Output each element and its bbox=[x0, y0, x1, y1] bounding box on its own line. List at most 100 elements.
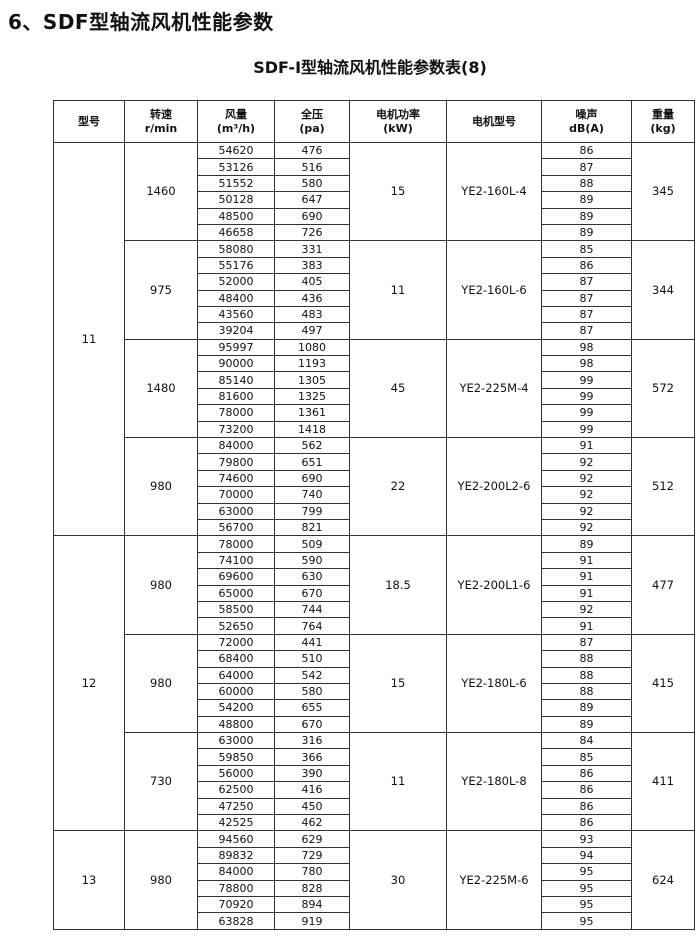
speed-cell: 1480 bbox=[124, 338, 198, 439]
table-body: 11 1460 54620 476 15 YE2-160L-4 86 345 53126 516 8… bbox=[53, 141, 695, 930]
pressure-cell: 580 bbox=[274, 682, 350, 701]
airflow-cell: 78000 bbox=[197, 404, 275, 422]
pressure-cell: 1305 bbox=[274, 371, 350, 389]
noise-cell: 91 bbox=[541, 568, 632, 586]
pressure-cell: 828 bbox=[274, 879, 350, 897]
table-row: 46658 726 89 bbox=[54, 223, 695, 242]
pressure-cell: 744 bbox=[274, 600, 350, 619]
pressure-cell: 590 bbox=[274, 551, 350, 570]
noise-cell: 95 bbox=[541, 895, 632, 914]
noise-cell: 98 bbox=[541, 355, 632, 373]
pressure-cell: 580 bbox=[274, 174, 350, 193]
noise-cell: 88 bbox=[541, 650, 632, 668]
header-unit: (kW) bbox=[383, 121, 413, 135]
airflow-cell: 81600 bbox=[197, 387, 275, 406]
header-weight: 重量 (kg) bbox=[631, 100, 695, 143]
table-row: 980 72000 441 15 YE2-180L-6 87 415 bbox=[54, 633, 695, 734]
speed-cell: 1460 bbox=[124, 141, 198, 242]
pressure-cell: 1418 bbox=[274, 420, 350, 439]
pressure-cell: 647 bbox=[274, 191, 350, 209]
section-heading: 6、SDF型轴流风机性能参数 bbox=[8, 10, 274, 34]
airflow-cell: 48400 bbox=[197, 289, 275, 307]
airflow-cell: 65000 bbox=[197, 584, 275, 602]
motor-power-cell: 11 bbox=[349, 240, 447, 340]
speed-cell: 980 bbox=[124, 633, 198, 734]
airflow-cell: 68400 bbox=[197, 650, 275, 668]
noise-cell: 85 bbox=[541, 748, 632, 766]
airflow-cell: 84000 bbox=[197, 437, 275, 455]
airflow-cell: 70920 bbox=[197, 895, 275, 914]
noise-cell: 99 bbox=[541, 420, 632, 439]
airflow-cell: 73200 bbox=[197, 420, 275, 439]
table-row: 975 58080 331 11 YE2-160L-6 85 344 bbox=[54, 240, 695, 340]
pressure-cell: 629 bbox=[274, 830, 350, 848]
weight-cell: 415 bbox=[631, 633, 695, 734]
motor-power-cell: 22 bbox=[349, 437, 447, 537]
airflow-cell: 72000 bbox=[197, 633, 275, 652]
pressure-cell: 651 bbox=[274, 453, 350, 471]
pressure-cell: 764 bbox=[274, 617, 350, 635]
table-row: 48400 436 87 bbox=[54, 289, 695, 307]
table-title: SDF-I型轴流风机性能参数表(8) bbox=[253, 58, 487, 77]
noise-cell: 94 bbox=[541, 846, 632, 865]
airflow-cell: 54200 bbox=[197, 699, 275, 717]
table-row: 730 63000 316 11 YE2-180L-8 84 411 bbox=[54, 732, 695, 832]
header-noise: 噪声 dB(A) bbox=[541, 100, 632, 143]
noise-cell: 99 bbox=[541, 371, 632, 389]
noise-cell: 98 bbox=[541, 338, 632, 357]
pressure-cell: 383 bbox=[274, 256, 350, 275]
model-cell: 11 bbox=[53, 141, 125, 537]
airflow-cell: 79800 bbox=[197, 453, 275, 471]
header-label: 噪声 bbox=[575, 107, 598, 121]
pressure-cell: 416 bbox=[274, 781, 350, 799]
airflow-cell: 85140 bbox=[197, 371, 275, 389]
pressure-cell: 726 bbox=[274, 223, 350, 242]
pressure-cell: 740 bbox=[274, 486, 350, 504]
noise-cell: 91 bbox=[541, 584, 632, 602]
motor-power-cell: 18.5 bbox=[349, 535, 447, 635]
table-row: 48800 670 89 bbox=[54, 715, 695, 734]
airflow-cell: 94560 bbox=[197, 830, 275, 848]
weight-cell: 477 bbox=[631, 535, 695, 635]
noise-cell: 87 bbox=[541, 633, 632, 652]
table-row: 11 1460 54620 476 15 YE2-160L-4 86 345 bbox=[53, 141, 695, 537]
airflow-cell: 70000 bbox=[197, 486, 275, 504]
motor-power-cell: 15 bbox=[349, 633, 447, 734]
pressure-cell: 1325 bbox=[274, 387, 350, 406]
airflow-cell: 63000 bbox=[197, 502, 275, 520]
header-unit: (m³/h) bbox=[216, 121, 256, 135]
motor-model-cell: YE2-225M-6 bbox=[446, 830, 542, 930]
table-row: 78800 828 95 bbox=[54, 879, 695, 897]
header-label: 全压 bbox=[301, 107, 323, 121]
noise-cell: 92 bbox=[541, 502, 632, 520]
pressure-cell: 562 bbox=[274, 437, 350, 455]
airflow-cell: 52650 bbox=[197, 617, 275, 635]
header-label: 电机型号 bbox=[472, 114, 516, 128]
weight-cell: 344 bbox=[631, 240, 695, 340]
pressure-cell: 894 bbox=[274, 895, 350, 914]
airflow-cell: 50128 bbox=[197, 191, 275, 209]
table-row: 54200 655 89 bbox=[54, 699, 695, 717]
noise-cell: 87 bbox=[541, 273, 632, 291]
noise-cell: 99 bbox=[541, 404, 632, 422]
motor-model-cell: YE2-200L2-6 bbox=[446, 437, 542, 537]
airflow-cell: 95997 bbox=[197, 338, 275, 357]
weight-cell: 572 bbox=[631, 338, 695, 439]
airflow-cell: 84000 bbox=[197, 863, 275, 881]
airflow-cell: 63828 bbox=[197, 912, 275, 930]
noise-cell: 88 bbox=[541, 682, 632, 701]
pressure-cell: 799 bbox=[274, 502, 350, 520]
noise-cell: 85 bbox=[541, 240, 632, 258]
header-row: 型号 转速 r/min 风量 (m³/h) 全压 (pa) 电机功率 (kW) 电机型号 噪声 dB(… bbox=[53, 100, 695, 143]
airflow-cell: 53126 bbox=[197, 158, 275, 176]
noise-cell: 99 bbox=[541, 387, 632, 406]
airflow-cell: 52000 bbox=[197, 273, 275, 291]
airflow-cell: 78000 bbox=[197, 535, 275, 553]
pressure-cell: 630 bbox=[274, 568, 350, 586]
airflow-cell: 51552 bbox=[197, 174, 275, 193]
header-airflow: 风量 (m³/h) bbox=[197, 100, 275, 143]
table-row: 56700 821 92 bbox=[54, 518, 695, 537]
pressure-cell: 655 bbox=[274, 699, 350, 717]
noise-cell: 84 bbox=[541, 732, 632, 750]
pressure-cell: 316 bbox=[274, 732, 350, 750]
